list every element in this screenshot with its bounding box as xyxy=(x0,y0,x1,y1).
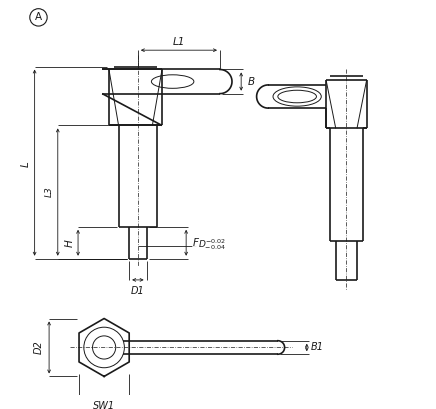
Text: B: B xyxy=(247,76,254,87)
Text: D2: D2 xyxy=(34,341,44,354)
Text: H: H xyxy=(65,239,75,247)
Text: $D^{-0.02}_{-0.04}$: $D^{-0.02}_{-0.04}$ xyxy=(198,237,226,252)
Text: F: F xyxy=(193,238,199,248)
Text: L1: L1 xyxy=(173,38,185,47)
Text: L3: L3 xyxy=(44,187,54,198)
Text: D1: D1 xyxy=(131,286,145,297)
Text: A: A xyxy=(35,12,42,22)
Text: B1: B1 xyxy=(311,342,324,353)
Text: SW1: SW1 xyxy=(93,401,115,409)
Text: L: L xyxy=(21,161,31,167)
